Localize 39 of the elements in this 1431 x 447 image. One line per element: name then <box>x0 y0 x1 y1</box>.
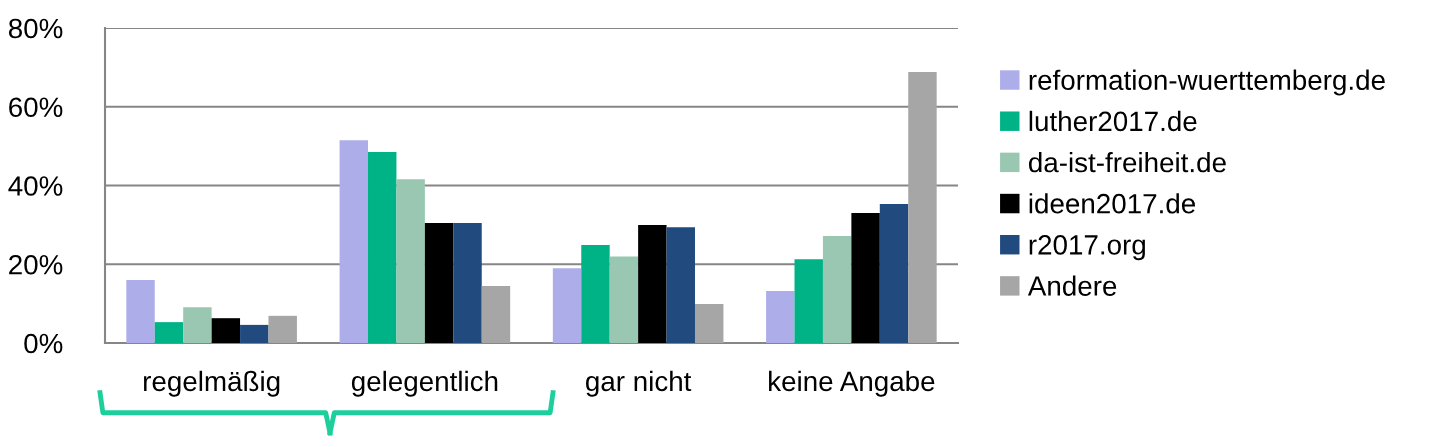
bar <box>794 259 823 343</box>
bar <box>666 227 695 343</box>
bar <box>396 179 425 343</box>
x-tick-label: gar nicht <box>586 370 692 397</box>
legend-label: r2017.org <box>1029 235 1145 261</box>
legend-label: ideen2017.de <box>1029 193 1195 214</box>
legend-label: reformation-wuerttemberg.de <box>1029 69 1385 96</box>
bar <box>879 204 909 343</box>
y-tick-label: 40% <box>8 176 63 196</box>
bar <box>908 72 937 343</box>
y-tick-label: 80% <box>8 18 63 39</box>
bar <box>211 318 241 343</box>
bar <box>268 315 297 343</box>
bar <box>240 324 269 343</box>
bar <box>154 322 184 343</box>
bar <box>638 224 667 343</box>
bar <box>126 280 155 343</box>
legend-label: da-ist-freiheit.de <box>1029 151 1226 173</box>
bar <box>694 304 724 343</box>
bar <box>424 222 454 343</box>
x-tick-label: regelmäßig <box>144 370 280 397</box>
bar <box>581 244 610 343</box>
bar <box>609 256 639 343</box>
bar <box>822 235 852 343</box>
y-tick-label: 20% <box>9 254 63 275</box>
bar <box>851 213 880 343</box>
bar <box>368 152 397 343</box>
legend-label: Andere <box>1027 275 1117 296</box>
bar <box>552 268 582 343</box>
y-tick-label: 0% <box>24 333 63 354</box>
bar <box>766 291 795 343</box>
bar <box>339 140 369 343</box>
x-tick-label: gelegentlich <box>351 370 498 397</box>
bar <box>453 222 482 343</box>
bar <box>481 285 511 343</box>
y-tick-label: 60% <box>9 97 63 118</box>
bar <box>183 307 212 343</box>
legend-label: luther2017.de <box>1029 110 1197 132</box>
x-tick-label: keine Angabe <box>769 370 935 397</box>
